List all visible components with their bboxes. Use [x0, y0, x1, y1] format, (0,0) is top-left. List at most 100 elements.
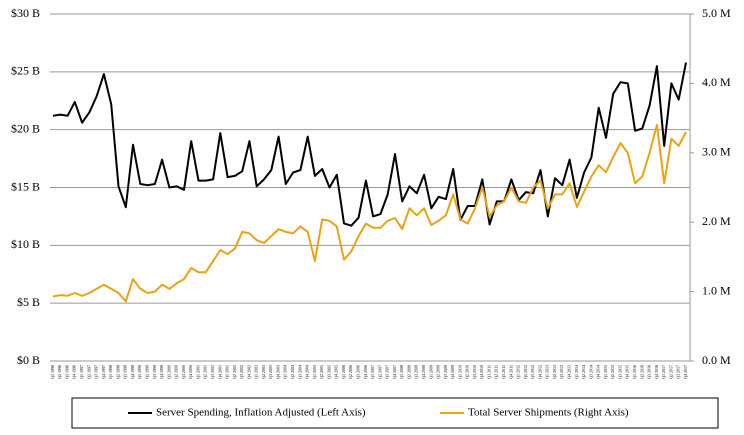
x-tick-label: Q2 2012 — [523, 365, 528, 379]
x-tick-label: Q2 2007 — [377, 365, 382, 379]
x-tick-label: Q3 2001 — [210, 365, 215, 379]
y2-tick-label: 0.0 M — [702, 353, 731, 367]
legend-box — [71, 397, 719, 429]
x-tick-label: Q2 2016 — [639, 365, 644, 379]
x-tick-label: Q1 2014 — [574, 365, 579, 379]
x-tick-label: Q3 2013 — [559, 365, 564, 379]
x-tick-label: Q1 2010 — [457, 365, 462, 379]
x-tick-label: Q2 2000 — [174, 365, 179, 379]
x-tick-label: Q1 2003 — [254, 365, 259, 379]
x-tick-label: Q3 2017 — [676, 365, 681, 379]
x-tick-label: Q3 2004 — [297, 365, 302, 379]
x-tick-label: Q3 2002 — [239, 365, 244, 379]
x-tick-label: Q4 2015 — [625, 365, 630, 379]
x-tick-label: Q3 2016 — [647, 365, 652, 379]
x-tick-label: Q4 2005 — [334, 365, 339, 379]
x-tick-label: Q3 2012 — [530, 365, 535, 379]
x-tick-label: Q4 2013 — [567, 365, 572, 379]
x-tick-label: Q1 2006 — [341, 365, 346, 379]
x-tick-label: Q2 2004 — [290, 365, 295, 379]
x-tick-label: Q2 1998 — [115, 365, 120, 379]
x-tick-label: Q1 1999 — [137, 365, 142, 379]
x-tick-label: Q1 1998 — [108, 365, 113, 379]
x-tick-label: Q2 1996 — [57, 365, 62, 379]
x-tick-label: Q3 1997 — [94, 365, 99, 379]
y-tick-label: $25 B — [11, 64, 40, 78]
x-tick-label: Q1 2001 — [195, 365, 200, 379]
x-tick-label: Q4 2002 — [246, 365, 251, 379]
y2-tick-label: 3.0 M — [702, 145, 731, 159]
x-tick-label: Q1 2007 — [370, 365, 375, 379]
x-tick-label: Q2 2015 — [610, 365, 615, 379]
x-tick-label: Q4 2003 — [275, 365, 280, 379]
x-tick-label: Q4 2014 — [596, 365, 601, 379]
x-tick-label: Q2 1999 — [145, 365, 150, 379]
legend-label: Total Server Shipments (Right Axis) — [468, 407, 629, 419]
x-tick-label: Q1 2002 — [225, 365, 230, 379]
x-tick-label: Q1 1996 — [50, 365, 55, 379]
x-tick-label: Q1 2000 — [166, 365, 171, 379]
series-line — [52, 62, 687, 227]
x-tick-label: Q3 2009 — [443, 365, 448, 379]
x-tick-label: Q1 2011 — [486, 365, 491, 379]
y-tick-label: $5 B — [17, 295, 40, 309]
x-tick-label: Q1 2013 — [545, 365, 550, 379]
x-tick-label: Q2 2010 — [465, 365, 470, 379]
x-tick-label: Q4 2007 — [392, 365, 397, 379]
x-tick-label: Q4 2004 — [305, 365, 310, 379]
x-tick-label: Q2 2014 — [581, 365, 586, 379]
x-tick-label: Q4 2009 — [450, 365, 455, 379]
y-tick-label: $0 B — [17, 353, 40, 367]
x-tick-label: Q3 1998 — [123, 365, 128, 379]
x-tick-label: Q2 2001 — [203, 365, 208, 379]
y-tick-label: $15 B — [11, 179, 40, 193]
x-tick-label: Q4 2011 — [508, 365, 513, 379]
x-tick-label: Q1 2012 — [516, 365, 521, 379]
x-tick-label: Q4 1999 — [159, 365, 164, 379]
x-tick-label: Q3 2003 — [268, 365, 273, 379]
x-tick-label: Q2 2011 — [494, 365, 499, 379]
x-tick-label: Q1 2009 — [428, 365, 433, 379]
x-tick-label: Q3 1996 — [64, 365, 69, 379]
x-tick-label: Q4 1997 — [101, 365, 106, 379]
y2-tick-label: 2.0 M — [702, 214, 731, 228]
x-tick-label: Q4 2017 — [683, 365, 688, 379]
x-tick-label: Q2 2006 — [348, 365, 353, 379]
x-tick-label: Q4 2000 — [188, 365, 193, 379]
x-tick-label: Q4 2008 — [421, 365, 426, 379]
x-tick-label: Q1 2017 — [661, 365, 666, 379]
x-tick-label: Q1 2016 — [632, 365, 637, 379]
y-tick-label: $30 B — [11, 6, 40, 20]
x-tick-label: Q2 2013 — [552, 365, 557, 379]
y-tick-label: $10 B — [11, 237, 40, 251]
legend-label: Server Spending, Inflation Adjusted (Lef… — [156, 407, 366, 419]
x-tick-label: Q3 2000 — [181, 365, 186, 379]
x-tick-label: Q3 2007 — [385, 365, 390, 379]
x-tick-label: Q1 1997 — [79, 365, 84, 379]
x-tick-label: Q4 1998 — [130, 365, 135, 379]
y2-tick-label: 1.0 M — [702, 283, 731, 297]
x-tick-label: Q1 2015 — [603, 365, 608, 379]
series-line — [52, 124, 687, 303]
x-tick-label: Q1 2004 — [283, 365, 288, 379]
x-tick-label: Q2 2005 — [319, 365, 324, 379]
x-tick-label: Q3 1999 — [152, 365, 157, 379]
x-tick-label: Q3 2015 — [617, 365, 622, 379]
x-tick-label: Q2 2009 — [436, 365, 441, 379]
x-tick-label: Q2 2003 — [261, 365, 266, 379]
y2-tick-label: 4.0 M — [702, 75, 731, 89]
x-tick-label: Q2 2002 — [232, 365, 237, 379]
x-tick-label: Q3 2014 — [588, 365, 593, 379]
y-tick-label: $20 B — [11, 121, 40, 135]
y2-tick-label: 5.0 M — [702, 6, 731, 20]
x-tick-label: Q1 2005 — [312, 365, 317, 379]
x-tick-label: Q3 2010 — [472, 365, 477, 379]
x-tick-label: Q1 2008 — [399, 365, 404, 379]
x-tick-label: Q2 1997 — [86, 365, 91, 379]
x-tick-label: Q4 2006 — [363, 365, 368, 379]
x-tick-label: Q3 2008 — [414, 365, 419, 379]
x-tick-label: Q2 2017 — [668, 365, 673, 379]
x-tick-label: Q3 2005 — [326, 365, 331, 379]
x-tick-label: Q4 2001 — [217, 365, 222, 379]
